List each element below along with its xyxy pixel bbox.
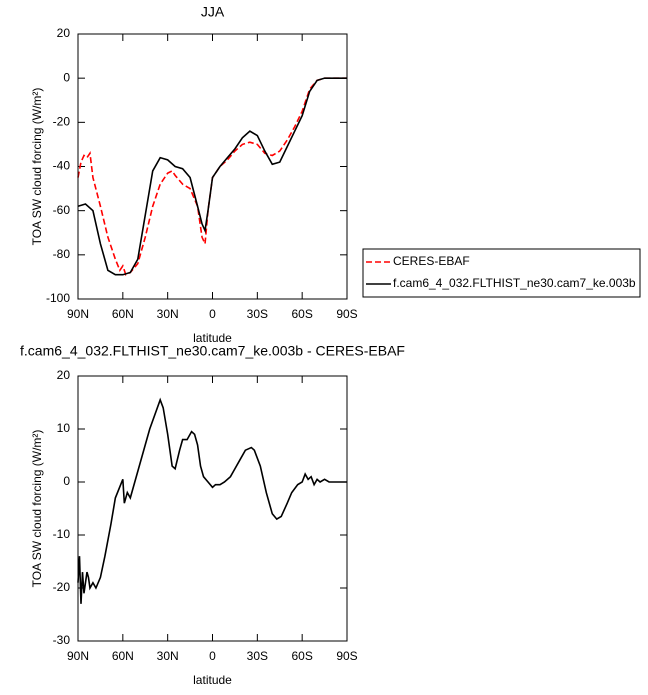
x-tick-label: 30N	[157, 649, 179, 663]
data-line	[77, 397, 347, 604]
x-tick-label: 90N	[67, 307, 89, 321]
plot-frame	[77, 375, 348, 642]
x-tick-label: 90S	[336, 649, 357, 663]
x-tick-label: 90S	[336, 307, 357, 321]
x-tick-label: 60N	[112, 649, 134, 663]
y-tick-label: 0	[63, 474, 70, 488]
y-tick-label: -40	[53, 159, 71, 173]
y-tick-label: -60	[53, 203, 71, 217]
y-tick-label: -10	[53, 527, 71, 541]
y-tick-label: -20	[53, 580, 71, 594]
y-tick-label: 20	[57, 368, 71, 382]
x-tick-label: 60N	[112, 307, 134, 321]
x-tick-label: 0	[209, 307, 216, 321]
data-line	[77, 77, 347, 276]
x-tick-label: 30N	[157, 307, 179, 321]
x-tick-label: 30S	[247, 307, 268, 321]
y-axis-label: TOA SW cloud forcing (W/m²)	[30, 88, 44, 246]
chart-title: JJA	[201, 4, 225, 20]
legend-label: CERES-EBAF	[393, 254, 470, 268]
plot-frame	[77, 33, 348, 300]
chart-title: f.cam6_4_032.FLTHIST_ne30.cam7_ke.003b -…	[20, 343, 405, 359]
data-line	[77, 77, 347, 276]
x-tick-label: 0	[209, 649, 216, 663]
x-tick-label: 90N	[67, 649, 89, 663]
x-axis-label: latitude	[193, 331, 232, 345]
y-tick-label: -30	[53, 633, 71, 647]
y-tick-label: 0	[63, 70, 70, 84]
x-axis-label: latitude	[193, 673, 232, 687]
y-axis-label: TOA SW cloud forcing (W/m²)	[30, 430, 44, 588]
y-tick-label: 20	[57, 26, 71, 40]
y-tick-label: -80	[53, 247, 71, 261]
y-tick-label: -100	[46, 291, 70, 305]
legend-label: f.cam6_4_032.FLTHIST_ne30.cam7_ke.003b	[393, 276, 636, 290]
x-tick-label: 30S	[247, 649, 268, 663]
x-tick-label: 60S	[291, 649, 312, 663]
y-tick-label: 10	[57, 421, 71, 435]
y-tick-label: -20	[53, 115, 71, 129]
legend-box	[362, 248, 641, 298]
x-tick-label: 60S	[291, 307, 312, 321]
